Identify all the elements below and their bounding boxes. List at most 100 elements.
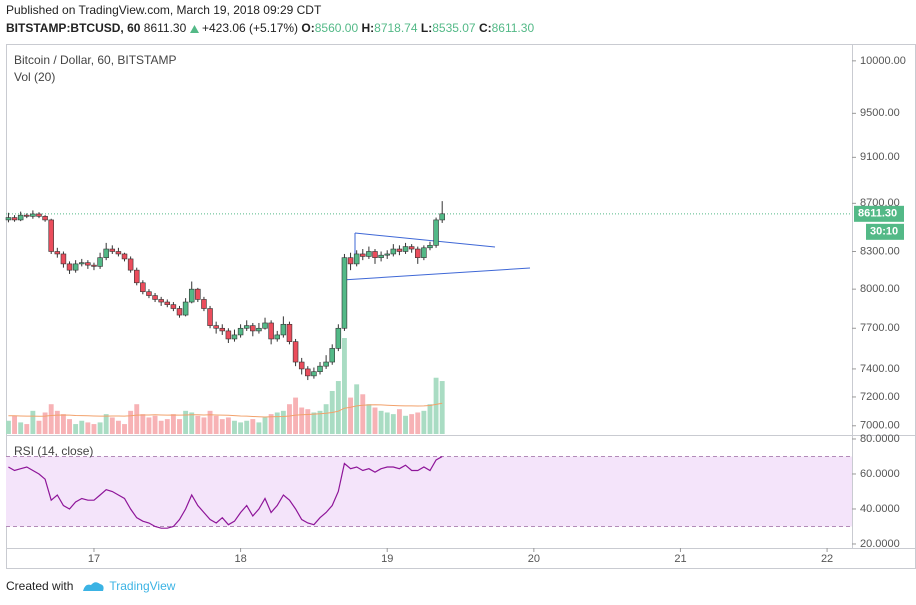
x-tick-label: 20 [528, 553, 540, 565]
candle-body [280, 323, 287, 336]
candle-body [408, 246, 415, 250]
volume-bar [274, 412, 280, 434]
candle-body [262, 322, 268, 329]
volume-bar [299, 407, 305, 434]
candle-body [415, 248, 421, 258]
candle-body [353, 253, 360, 265]
candle-body [195, 288, 201, 300]
candle-body [72, 263, 79, 271]
volume-bar [317, 410, 323, 434]
volume-bar [439, 381, 445, 434]
candle-body [421, 247, 427, 258]
candle-body [127, 258, 134, 271]
last-price-label: 8611.30 [858, 208, 897, 220]
candle-body [439, 213, 445, 221]
candle-body [36, 213, 42, 217]
volume-label: Vol (20) [14, 70, 55, 84]
candle-body [213, 325, 219, 329]
rsi-y-tick-label: 60.0000 [860, 468, 900, 480]
chart-title: Bitcoin / Dollar, 60, BITSTAMP [14, 53, 177, 67]
volume-bar [36, 420, 42, 434]
volume-bar [244, 420, 250, 434]
volume-bar [348, 397, 354, 434]
up-arrow [189, 24, 199, 33]
volume-bar [238, 422, 244, 434]
volume-bar [403, 415, 408, 434]
candle-body [366, 251, 372, 257]
volume-bar [183, 410, 189, 434]
rsi-y-tick-label: 20.0000 [860, 538, 900, 550]
volume-bar [268, 414, 274, 434]
candle-body [24, 214, 30, 217]
candle-body [140, 282, 146, 293]
volume-bar [342, 338, 347, 434]
volume-bar [158, 420, 164, 434]
ohlc-key: H: [361, 21, 375, 35]
y-tick-label: 7700.00 [860, 322, 900, 334]
volume-bar [213, 415, 219, 434]
volume-bar [415, 412, 421, 434]
x-tick-label: 17 [88, 553, 100, 565]
candle-body [256, 327, 262, 332]
volume-bar [134, 404, 140, 434]
trend-line [341, 267, 531, 281]
candle-body [146, 291, 152, 296]
volume-bar [30, 410, 36, 434]
symbol-bar: BITSTAMP:BTCUSD, 60 8611.30 +423.06 (+5.… [6, 21, 534, 35]
candle-body [274, 334, 280, 340]
y-tick-label: 9100.00 [860, 151, 900, 163]
volume-bar [280, 410, 286, 434]
candle-body [79, 262, 85, 265]
volume-bar [54, 410, 60, 434]
x-tick-label: 18 [234, 553, 246, 565]
candle-body [311, 371, 317, 377]
volume-bar [122, 424, 127, 434]
volume-bar [18, 422, 24, 434]
volume-bar [293, 397, 299, 434]
volume-bar [140, 414, 146, 434]
x-tick-label: 22 [821, 553, 833, 565]
candle-body [402, 246, 409, 252]
volume-bar [146, 417, 152, 434]
volume-bar [73, 424, 79, 434]
candle-body [164, 301, 171, 305]
candle-body [341, 257, 348, 329]
candle-body [335, 327, 342, 349]
y-tick-label: 8000.00 [860, 283, 900, 295]
candle-body [103, 248, 109, 258]
rsi-band [6, 456, 852, 527]
y-tick-label: 7400.00 [860, 363, 900, 375]
volume-bar [396, 409, 402, 434]
candle-body [158, 299, 164, 303]
ohlc-value: 8611.30 [491, 21, 535, 35]
volume-ma [8, 402, 443, 418]
volume-bar [189, 412, 195, 434]
rsi-y-tick-label: 80.0000 [860, 433, 900, 445]
candle-body [170, 304, 177, 309]
candle-body [48, 219, 54, 252]
candle-body [347, 257, 354, 265]
volume-bar [384, 412, 390, 434]
volume-bar [232, 420, 237, 434]
volume-bar [48, 404, 54, 434]
ohlc-value: 8535.07 [432, 21, 476, 35]
volume-bar [115, 420, 121, 434]
volume-bar [195, 415, 201, 434]
change: +423.06 (+5.17%) [201, 21, 299, 35]
brand[interactable]: TradingView [109, 579, 176, 593]
candle-body [433, 219, 439, 246]
y-tick-label: 8300.00 [860, 245, 900, 257]
candle-body [250, 325, 256, 332]
volume-bar [109, 417, 115, 434]
volume-bar [378, 410, 384, 434]
volume-bar [262, 417, 268, 434]
candle-body [66, 263, 73, 271]
volume-bar [250, 419, 256, 434]
candle-body [85, 262, 91, 266]
candle-body [372, 251, 378, 258]
volume-bar [225, 417, 231, 434]
candle-body [176, 308, 183, 316]
symbol: BITSTAMP:BTCUSD, 60 [6, 21, 141, 35]
volume-bar [219, 419, 225, 434]
